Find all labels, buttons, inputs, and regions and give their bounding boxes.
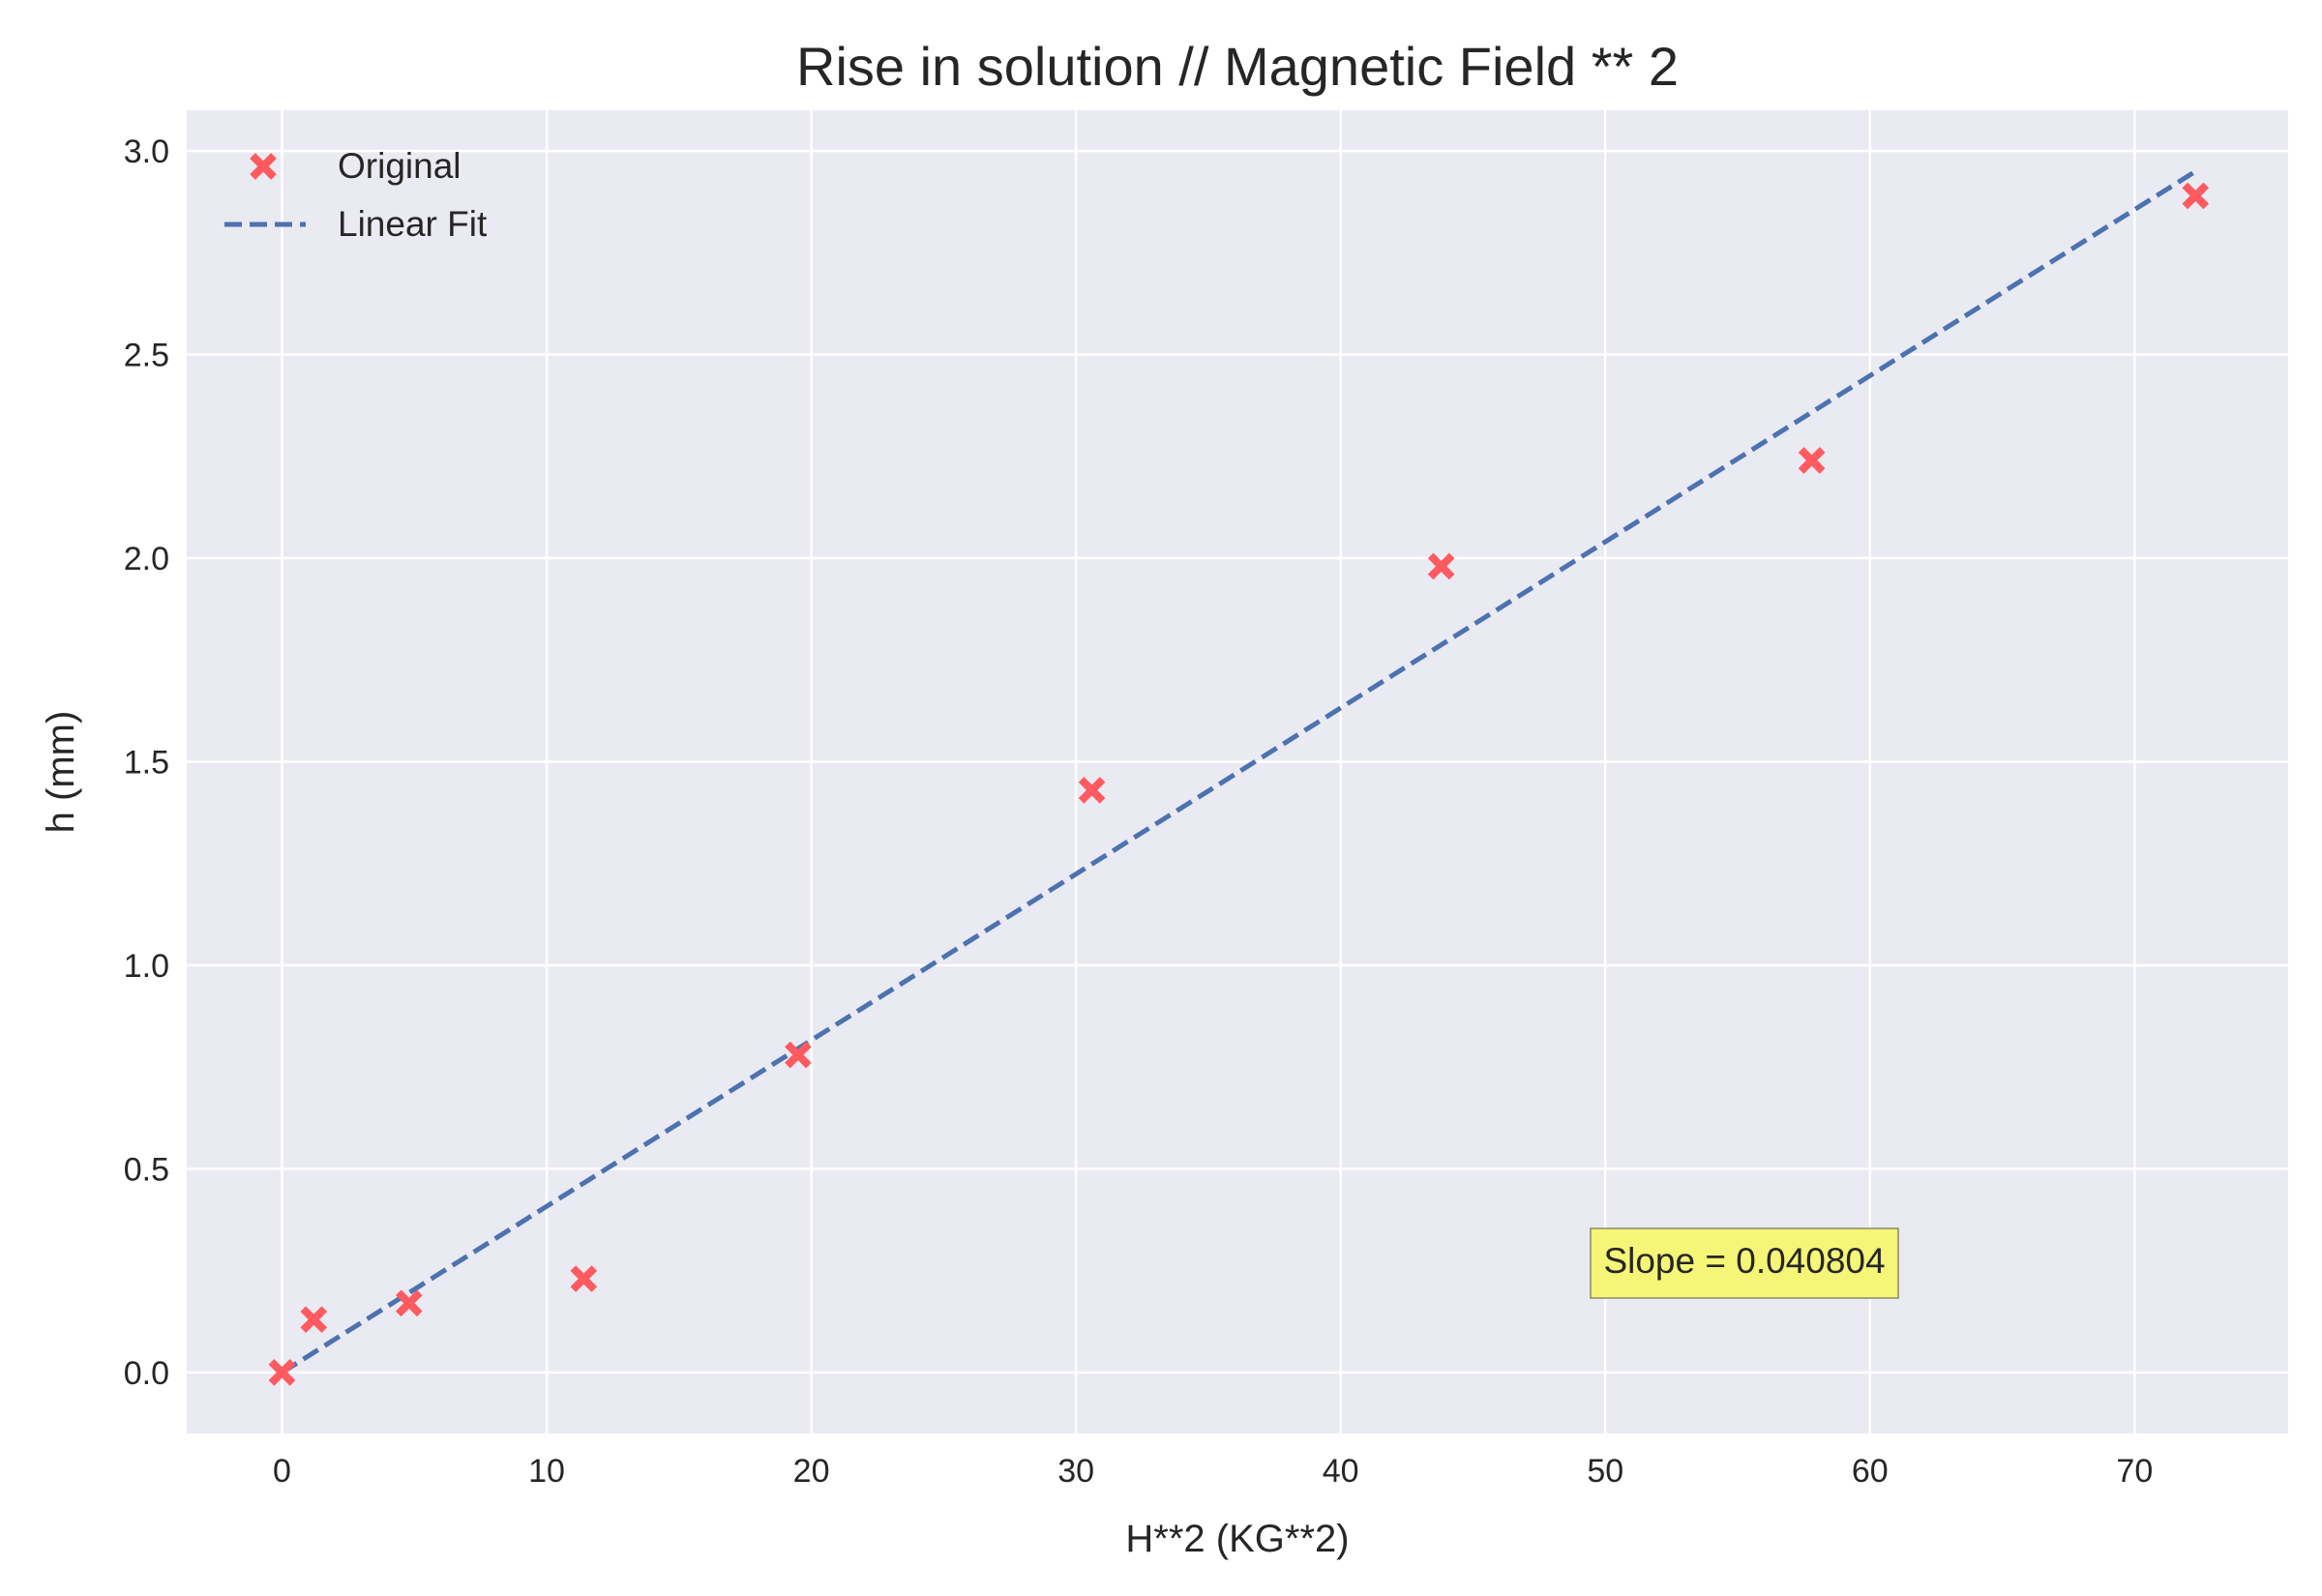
y-tick-label: 1.0 <box>124 948 169 985</box>
data-point <box>2182 182 2210 210</box>
y-axis-label: h (mm) <box>40 711 82 834</box>
data-point <box>268 1359 296 1386</box>
y-tick-label: 2.5 <box>124 338 169 374</box>
data-point <box>1798 447 1826 474</box>
data-point <box>1427 552 1455 580</box>
y-tick-label: 0.0 <box>124 1355 169 1392</box>
x-tick-label: 60 <box>1852 1453 1889 1490</box>
data-point <box>570 1265 598 1292</box>
x-tick-label: 50 <box>1587 1453 1623 1490</box>
legend-label-linear-fit: Linear Fit <box>338 204 488 244</box>
grid <box>187 110 2288 1433</box>
chart-title: Rise in solution // Magnetic Field ** 2 <box>796 36 1679 97</box>
y-tick-label: 2.0 <box>124 541 169 577</box>
x-tick-label: 30 <box>1057 1453 1094 1490</box>
y-tick-label: 1.5 <box>124 744 169 781</box>
legend-marker-original <box>250 153 277 180</box>
x-tick-label: 10 <box>528 1453 565 1490</box>
x-tick-label: 40 <box>1323 1453 1359 1490</box>
x-tick-label: 20 <box>793 1453 830 1490</box>
tick-labels: 0 10 20 30 40 50 60 70 0.0 0.5 1.0 1.5 2.0 2.5 3.0 <box>124 133 2154 1490</box>
y-tick-label: 0.5 <box>124 1151 169 1188</box>
x-axis-label: H**2 (KG**2) <box>1125 1518 1349 1560</box>
data-point <box>1078 777 1106 804</box>
x-tick-label: 70 <box>2116 1453 2153 1490</box>
legend-label-original: Original <box>338 146 461 186</box>
data-point <box>300 1306 328 1333</box>
plot-area <box>187 110 2288 1433</box>
slope-annotation: Slope = 0.040804 <box>1590 1227 1899 1299</box>
legend: Original Linear Fit <box>224 146 488 244</box>
y-tick-label: 3.0 <box>124 133 169 170</box>
slope-annotation-text: Slope = 0.040804 <box>1603 1241 1885 1281</box>
series <box>268 168 2210 1386</box>
x-tick-label: 0 <box>273 1453 291 1490</box>
data-point <box>395 1289 423 1317</box>
data-point <box>785 1041 812 1069</box>
slope-annotation-box <box>1590 1227 1899 1299</box>
